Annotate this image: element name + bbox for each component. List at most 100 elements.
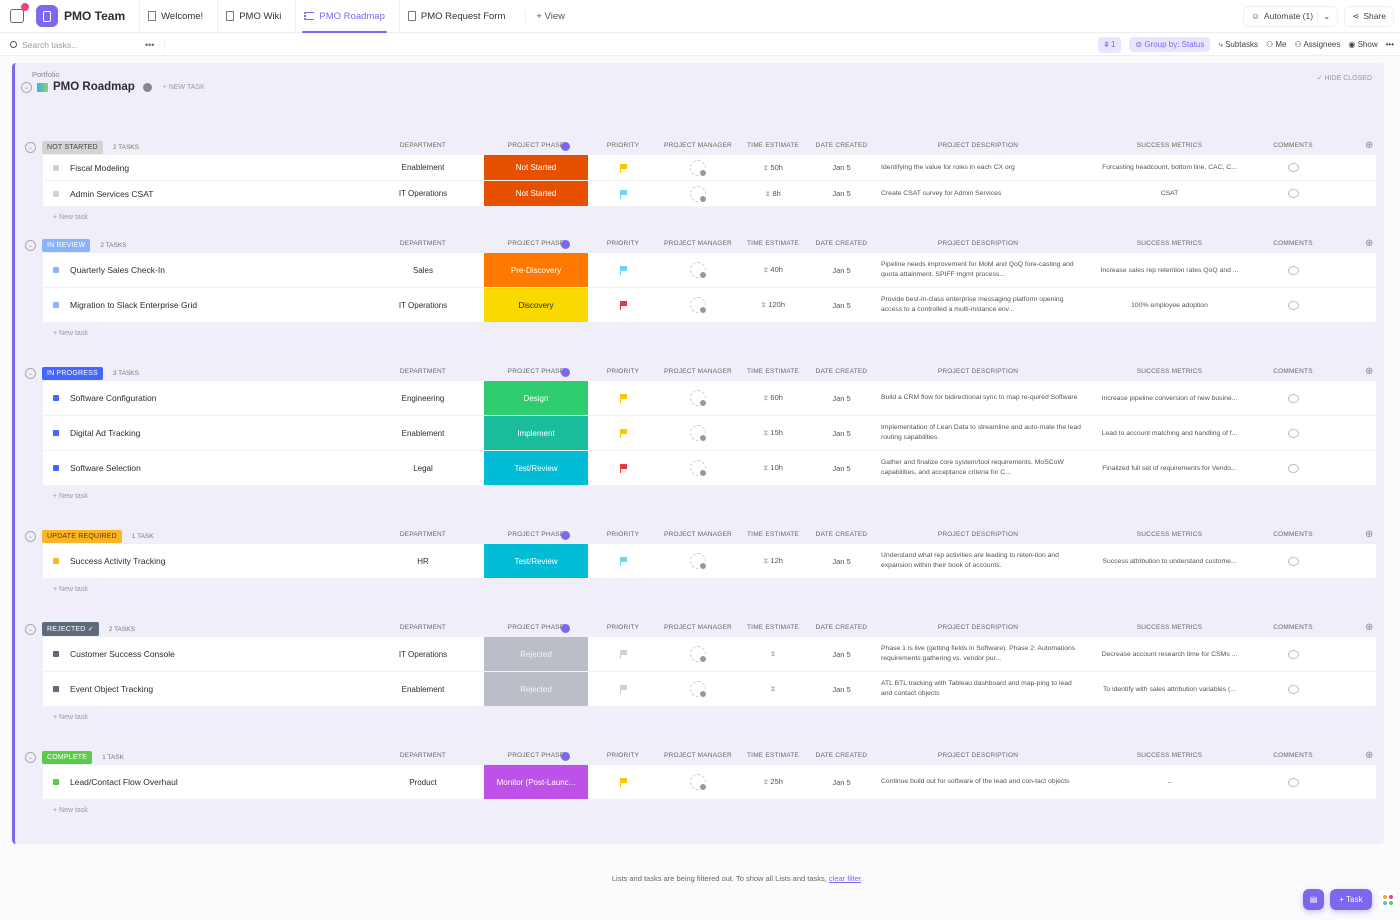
priority-cell[interactable] bbox=[588, 650, 658, 659]
task-name[interactable]: Software Selection bbox=[70, 463, 141, 473]
status-square-icon[interactable] bbox=[53, 430, 59, 436]
collapse-group-icon[interactable]: ⌄ bbox=[25, 141, 36, 153]
column-header-date[interactable]: DATE CREATED bbox=[815, 240, 868, 247]
comments-cell[interactable] bbox=[1258, 300, 1328, 310]
status-square-icon[interactable] bbox=[53, 558, 59, 564]
sidebar-toggle-icon[interactable] bbox=[10, 3, 29, 23]
add-column-icon[interactable]: ⊕ bbox=[1365, 140, 1374, 151]
comments-cell[interactable] bbox=[1258, 463, 1328, 473]
project-phase-cell[interactable]: Pre-Discovery bbox=[484, 253, 588, 287]
chevron-down-icon[interactable]: ⌄ bbox=[1317, 10, 1330, 22]
tab-pmo-request-form[interactable]: PMO Request Form bbox=[398, 0, 513, 33]
collapse-group-icon[interactable]: ⌄ bbox=[25, 623, 36, 635]
column-header-description[interactable]: PROJECT DESCRIPTION bbox=[937, 531, 1019, 538]
column-header-comments[interactable]: COMMENTS bbox=[1273, 624, 1313, 631]
task-name[interactable]: Migration to Slack Enterprise Grid bbox=[70, 300, 198, 310]
date-created-cell[interactable]: Jan 5 bbox=[832, 428, 851, 438]
column-header-metrics[interactable]: SUCCESS METRICS bbox=[1136, 142, 1203, 149]
status-badge[interactable]: COMPLETE bbox=[42, 750, 93, 764]
column-header-time[interactable]: TIME ESTIMATE bbox=[747, 752, 799, 759]
tab-pmo-roadmap[interactable]: PMO Roadmap bbox=[295, 0, 392, 33]
task-row[interactable]: Admin Services CSAT IT Operations Not Star… bbox=[43, 181, 1376, 207]
column-header-date[interactable]: DATE CREATED bbox=[815, 368, 868, 375]
status-square-icon[interactable] bbox=[53, 302, 59, 308]
status-square-icon[interactable] bbox=[53, 267, 59, 273]
success-metrics-cell[interactable]: Increase pipeline conversion of new busi… bbox=[1101, 394, 1238, 402]
hide-closed-button[interactable]: ✓ HIDE CLOSED bbox=[1316, 75, 1372, 82]
comments-cell[interactable] bbox=[1258, 428, 1328, 438]
priority-cell[interactable] bbox=[588, 163, 658, 173]
new-task-button[interactable]: + New task bbox=[53, 329, 88, 337]
task-name[interactable]: Event Object Tracking bbox=[70, 684, 154, 694]
success-metrics-cell[interactable]: Increase sales rep retention rates QoQ a… bbox=[1100, 266, 1239, 274]
task-name-cell[interactable]: Software Configuration bbox=[43, 393, 383, 403]
comment-icon[interactable] bbox=[1287, 649, 1299, 659]
new-task-button[interactable]: + New task bbox=[53, 585, 88, 593]
add-view-button[interactable]: + View bbox=[525, 10, 565, 22]
project-phase-cell[interactable]: Test/Review bbox=[484, 451, 588, 485]
comment-icon[interactable] bbox=[1287, 393, 1299, 403]
status-badge[interactable]: REJECTED ✓ bbox=[42, 622, 99, 636]
date-created-cell[interactable]: Jan 5 bbox=[832, 300, 851, 310]
column-header-phase[interactable]: PROJECT PHASE bbox=[507, 752, 565, 759]
add-task-fab[interactable]: + Task bbox=[1330, 889, 1372, 910]
comment-icon[interactable] bbox=[1287, 163, 1299, 172]
project-description-cell[interactable]: Create CSAT survey for Admin Services bbox=[881, 189, 1002, 197]
department-cell[interactable]: Enablement bbox=[401, 428, 445, 438]
task-name[interactable]: Software Configuration bbox=[70, 393, 157, 403]
column-header-department[interactable]: DEPARTMENT bbox=[399, 752, 447, 759]
date-created-cell[interactable]: Jan 5 bbox=[832, 556, 851, 566]
department-cell[interactable]: IT Operations bbox=[398, 189, 448, 198]
priority-cell[interactable] bbox=[588, 189, 658, 199]
column-header-manager[interactable]: PROJECT MANAGER bbox=[664, 531, 732, 538]
column-header-description[interactable]: PROJECT DESCRIPTION bbox=[937, 240, 1019, 247]
status-square-icon[interactable] bbox=[53, 190, 59, 197]
priority-cell[interactable] bbox=[588, 778, 658, 787]
tab-welcome[interactable]: Welcome! bbox=[139, 0, 211, 33]
collapse-group-icon[interactable]: ⌄ bbox=[25, 367, 36, 379]
task-row[interactable]: Event Object Tracking Enablement Rejected ⧗… bbox=[43, 672, 1376, 707]
task-name-cell[interactable]: Fiscal Modeling bbox=[43, 163, 383, 173]
status-square-icon[interactable] bbox=[53, 779, 59, 785]
comment-icon[interactable] bbox=[1287, 265, 1299, 275]
column-header-phase[interactable]: PROJECT PHASE bbox=[507, 240, 565, 247]
task-name-cell[interactable]: Digital Ad Tracking bbox=[43, 428, 383, 438]
date-created-cell[interactable]: Jan 5 bbox=[832, 189, 851, 198]
project-phase-cell[interactable]: Not Started bbox=[484, 155, 588, 180]
task-name-cell[interactable]: Admin Services CSAT bbox=[43, 189, 383, 199]
column-header-department[interactable]: DEPARTMENT bbox=[399, 142, 447, 149]
comments-cell[interactable] bbox=[1258, 556, 1328, 566]
project-phase-cell[interactable]: Design bbox=[484, 381, 588, 415]
tab-pmo-wiki[interactable]: PMO Wiki bbox=[217, 0, 289, 33]
comment-icon[interactable] bbox=[1287, 463, 1299, 473]
comment-icon[interactable] bbox=[1287, 777, 1299, 787]
date-created-cell[interactable]: Jan 5 bbox=[832, 265, 851, 275]
project-description-cell[interactable]: Pipeline needs improvement for MoM and Q… bbox=[881, 261, 1074, 278]
column-header-time[interactable]: TIME ESTIMATE bbox=[747, 624, 799, 631]
column-header-phase[interactable]: PROJECT PHASE bbox=[507, 624, 565, 631]
column-header-department[interactable]: DEPARTMENT bbox=[399, 531, 447, 538]
status-square-icon[interactable] bbox=[53, 686, 59, 692]
success-metrics-cell[interactable]: CSAT bbox=[1160, 190, 1179, 197]
comments-cell[interactable] bbox=[1258, 684, 1328, 694]
project-phase-cell[interactable]: Monitor (Post-Launc... bbox=[484, 765, 588, 799]
column-header-manager[interactable]: PROJECT MANAGER bbox=[664, 752, 732, 759]
task-name[interactable]: Digital Ad Tracking bbox=[70, 428, 141, 438]
column-header-description[interactable]: PROJECT DESCRIPTION bbox=[937, 624, 1019, 631]
project-description-cell[interactable]: Phase 1 is live (getting fields in Softw… bbox=[881, 645, 1076, 662]
add-column-icon[interactable]: ⊕ bbox=[1365, 366, 1374, 377]
column-header-date[interactable]: DATE CREATED bbox=[815, 752, 868, 759]
me-button[interactable]: ⚇ Me bbox=[1265, 40, 1287, 49]
priority-cell[interactable] bbox=[588, 557, 658, 566]
column-header-metrics[interactable]: SUCCESS METRICS bbox=[1136, 752, 1203, 759]
status-square-icon[interactable] bbox=[53, 395, 59, 401]
column-header-metrics[interactable]: SUCCESS METRICS bbox=[1136, 624, 1203, 631]
new-task-button[interactable]: + New task bbox=[53, 713, 88, 721]
collapse-group-icon[interactable]: ⌄ bbox=[25, 751, 36, 763]
comments-cell[interactable] bbox=[1258, 265, 1328, 275]
search-input[interactable]: Search tasks... bbox=[10, 40, 145, 50]
task-name-cell[interactable]: Quarterly Sales Check-In bbox=[43, 265, 383, 275]
column-header-priority[interactable]: PRIORITY bbox=[606, 368, 640, 375]
apps-icon[interactable] bbox=[1379, 889, 1397, 910]
success-metrics-cell[interactable]: Lead to account matching and handling of… bbox=[1101, 429, 1238, 437]
